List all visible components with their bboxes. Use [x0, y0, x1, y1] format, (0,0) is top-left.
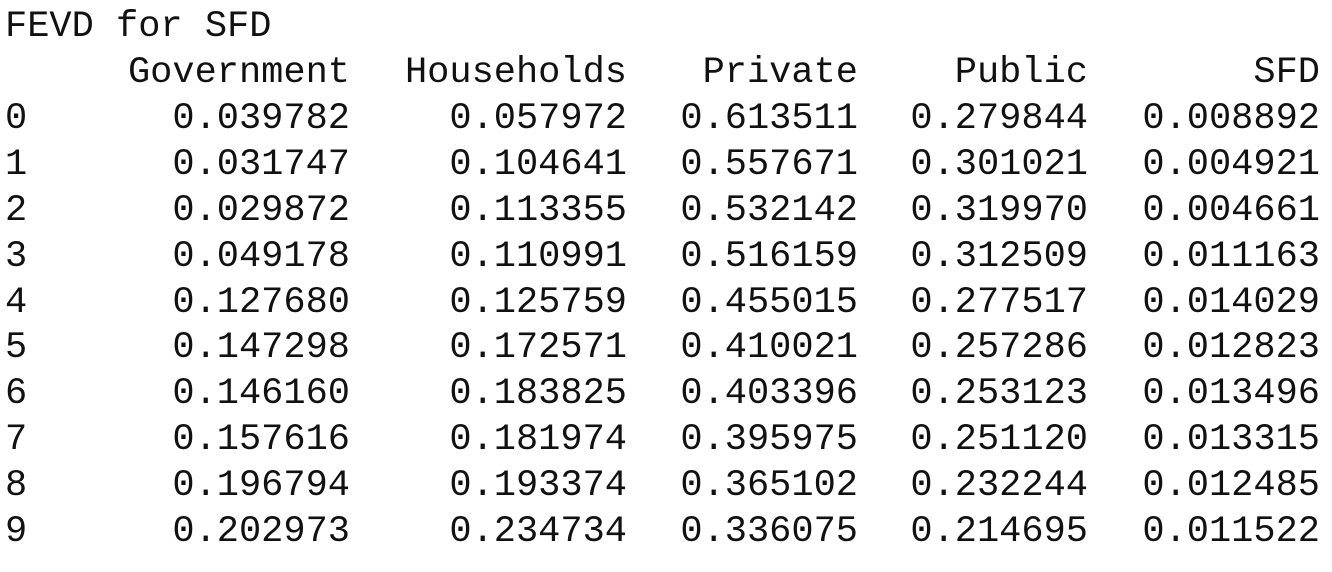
- column-header: Households: [404, 52, 627, 94]
- title: FEVD for SFD: [5, 6, 272, 48]
- cell: 0.127680: [172, 281, 350, 324]
- cell: 0.146160: [172, 373, 350, 416]
- row-index: 2: [5, 189, 28, 232]
- row-index: 6: [5, 373, 28, 416]
- cell: 0.181974: [449, 419, 627, 462]
- row-index: 5: [5, 327, 28, 370]
- cell: 0.613511: [680, 97, 858, 140]
- column-header: SFD: [1253, 52, 1320, 94]
- row-index: 8: [5, 465, 28, 508]
- cell: 0.011163: [1142, 235, 1320, 278]
- row-index: 3: [5, 235, 28, 278]
- cell: 0.395975: [680, 419, 858, 462]
- row-index: 4: [5, 281, 28, 324]
- row-index: 1: [5, 143, 28, 186]
- cell: 0.104641: [449, 143, 627, 186]
- cell: 0.251120: [910, 419, 1088, 462]
- cell: 0.277517: [910, 281, 1088, 324]
- cell: 0.013496: [1142, 373, 1320, 416]
- cell: 0.365102: [680, 465, 858, 508]
- cell: 0.557671: [680, 143, 858, 186]
- cell: 0.004921: [1142, 143, 1320, 186]
- cell: 0.125759: [449, 281, 627, 324]
- cell: 0.257286: [910, 327, 1088, 370]
- cell: 0.012485: [1142, 465, 1320, 508]
- cell: 0.234734: [449, 511, 627, 553]
- cell: 0.029872: [172, 189, 350, 232]
- cell: 0.113355: [449, 189, 627, 232]
- cell: 0.279844: [910, 97, 1088, 140]
- cell: 0.157616: [172, 419, 350, 462]
- cell: 0.410021: [680, 327, 858, 370]
- cell: 0.253123: [910, 373, 1088, 416]
- cell: 0.039782: [172, 97, 350, 140]
- cell: 0.516159: [680, 235, 858, 278]
- column-header: Government: [127, 52, 350, 94]
- cell: 0.532142: [680, 189, 858, 232]
- cell: 0.232244: [910, 465, 1088, 508]
- cell: 0.049178: [172, 235, 350, 278]
- cell: 0.214695: [910, 511, 1088, 553]
- cell: 0.031747: [172, 143, 350, 186]
- cell: 0.312509: [910, 235, 1088, 278]
- cell: 0.336075: [680, 511, 858, 553]
- cell: 0.196794: [172, 465, 350, 508]
- row-index: 7: [5, 419, 28, 462]
- cell: 0.455015: [680, 281, 858, 324]
- cell: 0.057972: [449, 97, 627, 140]
- column-header: Public: [954, 52, 1088, 94]
- cell: 0.301021: [910, 143, 1088, 186]
- cell: 0.013315: [1142, 419, 1320, 462]
- cell: 0.110991: [449, 235, 627, 278]
- cell: 0.012823: [1142, 327, 1320, 370]
- cell: 0.193374: [449, 465, 627, 508]
- cell: 0.172571: [449, 327, 627, 370]
- row-index: 9: [5, 511, 28, 553]
- cell: 0.014029: [1142, 281, 1320, 324]
- cell: 0.183825: [449, 373, 627, 416]
- cell: 0.004661: [1142, 189, 1320, 232]
- cell: 0.147298: [172, 327, 350, 370]
- row-index: 0: [5, 97, 28, 140]
- column-header: Private: [702, 52, 858, 94]
- cell: 0.319970: [910, 189, 1088, 232]
- cell: 0.403396: [680, 373, 858, 416]
- cell: 0.011522: [1142, 511, 1320, 553]
- cell: 0.008892: [1142, 97, 1320, 140]
- cell: 0.202973: [172, 511, 350, 553]
